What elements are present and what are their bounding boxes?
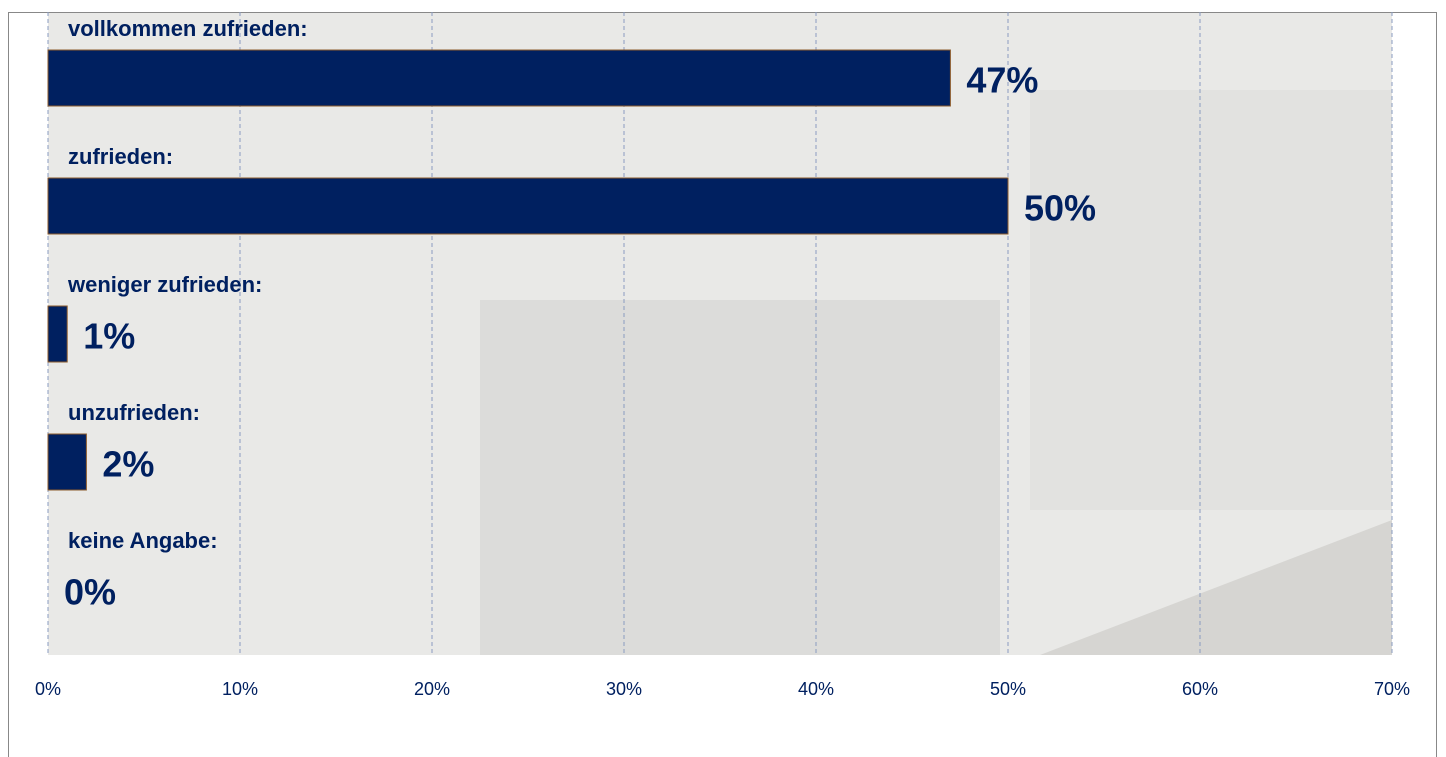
bar xyxy=(47,177,1009,235)
value-label: 1% xyxy=(83,316,135,357)
background-shape xyxy=(1040,520,1392,655)
bar xyxy=(47,305,68,363)
value-label: 0% xyxy=(64,572,116,613)
value-label: 2% xyxy=(102,444,154,485)
grid xyxy=(47,12,1393,655)
marks xyxy=(47,49,1009,491)
frame xyxy=(8,12,1437,757)
background-shape xyxy=(480,300,1000,655)
bar xyxy=(47,433,87,491)
category-label: zufrieden: xyxy=(68,144,173,169)
value-label: 50% xyxy=(1024,188,1096,229)
x-tick-label: 10% xyxy=(222,679,258,699)
value-label: 47% xyxy=(966,60,1038,101)
x-tick-label: 20% xyxy=(414,679,450,699)
x-tick-label: 40% xyxy=(798,679,834,699)
bar xyxy=(47,49,951,107)
x-tick-label: 0% xyxy=(35,679,61,699)
category-label: keine Angabe: xyxy=(68,528,218,553)
category-label: unzufrieden: xyxy=(68,400,200,425)
background-shape xyxy=(1030,90,1392,510)
x-tick-label: 50% xyxy=(990,679,1026,699)
x-tick-label: 70% xyxy=(1374,679,1410,699)
category-label: weniger zufrieden: xyxy=(67,272,262,297)
x-tick-label: 60% xyxy=(1182,679,1218,699)
category-label: vollkommen zufrieden: xyxy=(68,16,308,41)
x-tick-label: 30% xyxy=(606,679,642,699)
